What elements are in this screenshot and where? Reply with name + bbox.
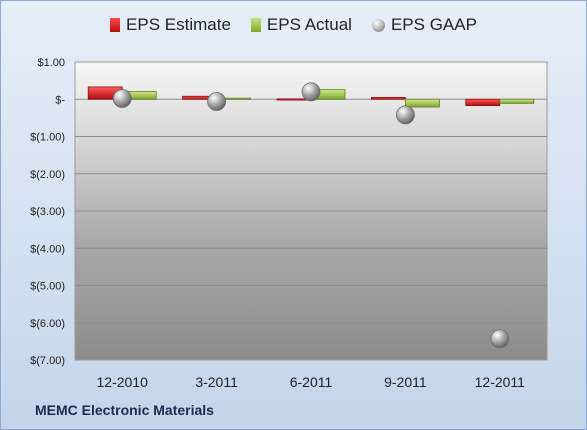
gaap-point — [395, 105, 415, 125]
y-tick-label: $(5.00) — [30, 281, 65, 293]
gaap-point — [301, 82, 321, 102]
y-axis-ticks: $1.00 $- $(1.00) $(2.00) $(3.00) $(4.00) $(5.0… — [30, 57, 65, 367]
gaap-point — [490, 329, 510, 349]
legend-swatch-gaap — [371, 18, 385, 32]
y-tick-label: $(3.00) — [30, 206, 65, 218]
legend-item-gaap: EPS GAAP — [371, 15, 477, 35]
gaap-points — [112, 82, 510, 349]
x-axis-ticks: 12-2010 3-2011 6-2011 9-2011 12-2011 — [97, 374, 526, 390]
legend: EPS Estimate EPS Actual EPS GAAP — [1, 15, 586, 35]
y-tick-label: $(4.00) — [30, 243, 65, 255]
legend-label-gaap: EPS GAAP — [390, 15, 477, 34]
gaap-point — [112, 89, 132, 108]
actual-bar — [499, 98, 535, 104]
y-tick-label: $(6.00) — [30, 318, 65, 330]
actual-bar — [404, 98, 440, 108]
estimate-bar — [370, 96, 406, 100]
x-tick-label: 3-2011 — [195, 374, 238, 390]
x-tick-label: 6-2011 — [290, 374, 333, 390]
legend-item-estimate: EPS Estimate — [110, 15, 231, 35]
x-tick-label: 12-2010 — [97, 374, 149, 390]
estimate-bar — [465, 98, 501, 106]
legend-swatch-estimate — [110, 18, 121, 32]
x-tick-label: 12-2011 — [475, 374, 526, 390]
y-tick-label: $1.00 — [37, 57, 65, 69]
gaap-point — [207, 92, 227, 111]
y-tick-label: $(2.00) — [30, 169, 65, 181]
x-tick-label: 9-2011 — [384, 374, 427, 390]
y-tick-label: $(7.00) — [30, 355, 65, 367]
y-tick-label: $- — [55, 94, 65, 106]
y-tick-label: $(1.00) — [30, 132, 65, 144]
legend-label-estimate: EPS Estimate — [126, 15, 231, 34]
company-label: MEMC Electronic Materials — [35, 402, 214, 418]
legend-label-actual: EPS Actual — [266, 15, 352, 34]
legend-swatch-actual — [250, 18, 261, 32]
legend-item-actual: EPS Actual — [250, 15, 352, 35]
